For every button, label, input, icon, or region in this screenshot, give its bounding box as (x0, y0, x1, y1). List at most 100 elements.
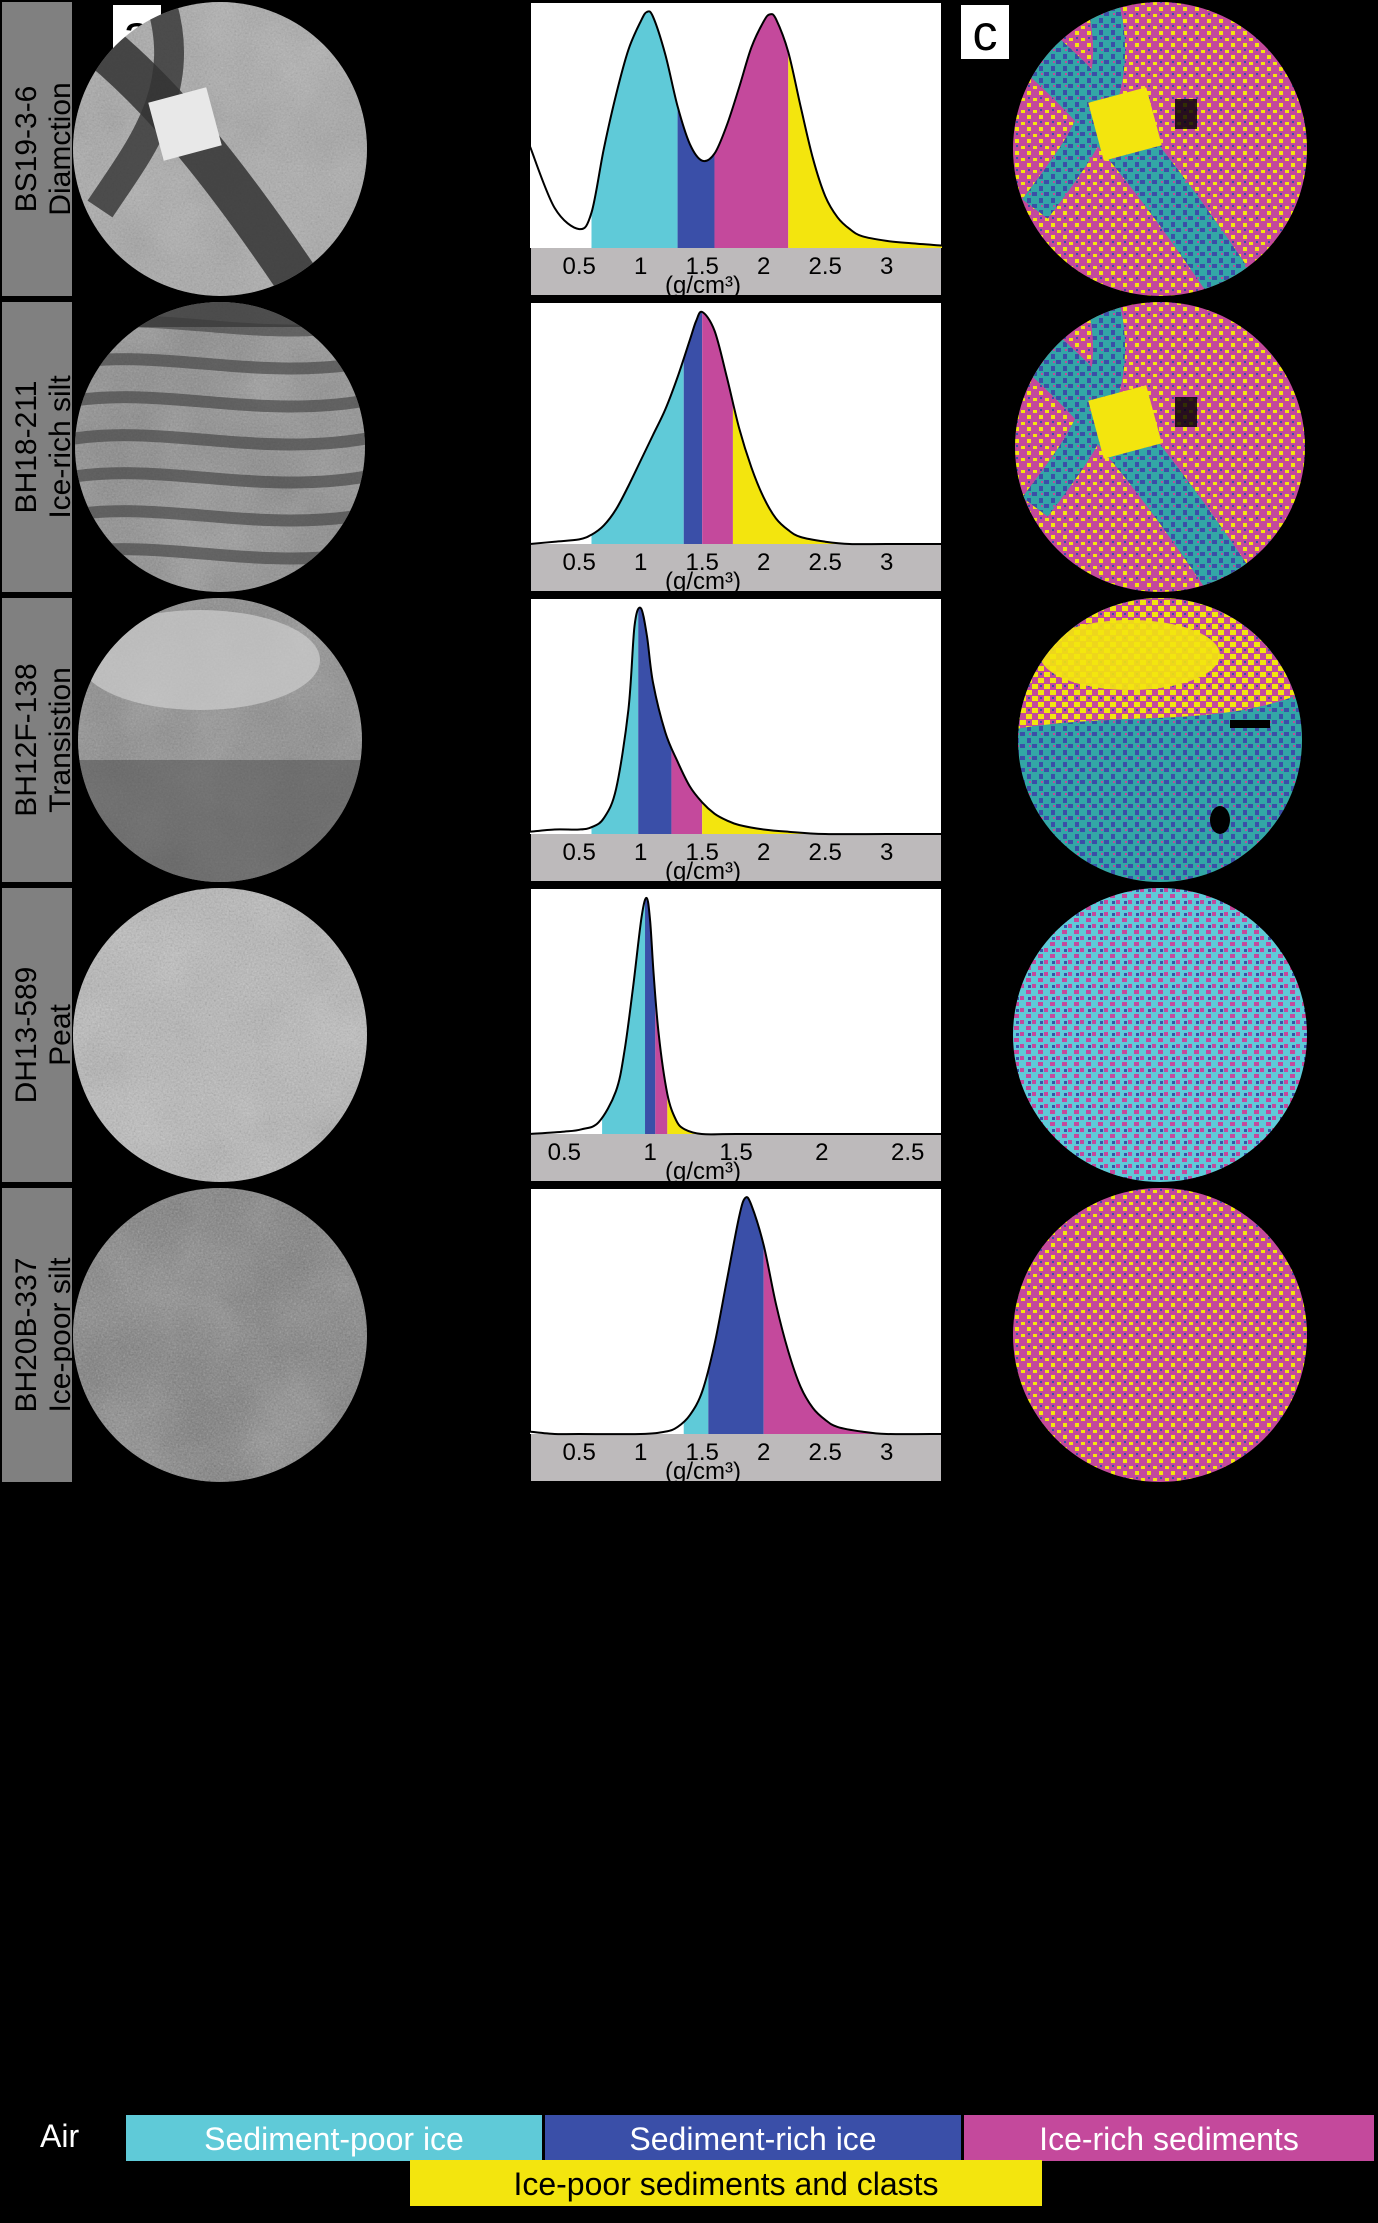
ct-image (75, 302, 365, 592)
class-map-air (1230, 720, 1270, 728)
ct-image (73, 2, 367, 296)
x-tick-label: 1 (634, 1439, 647, 1466)
sample-id: BS19-3-6 (10, 86, 43, 213)
legend-swatch-ips (410, 2160, 1042, 2206)
x-axis-label: (g/cm³) (665, 568, 741, 595)
x-tick-label: 2.5 (891, 1139, 924, 1166)
class-map (1015, 302, 1305, 592)
histogram-class-segment (683, 311, 703, 544)
ct-image (78, 598, 362, 882)
sample-type: Diamction (44, 82, 77, 215)
ct-lens (75, 467, 365, 489)
x-tick-label: 3 (880, 1439, 893, 1466)
x-axis-label: (g/cm³) (665, 272, 741, 299)
x-tick-label: 2 (757, 253, 770, 280)
x-tick-label: 0.5 (563, 549, 596, 576)
sample-id: BH18-211 (10, 381, 43, 514)
sample-type: Ice-poor silt (44, 1257, 77, 1413)
axis-band (531, 248, 941, 295)
x-tick-label: 1.5 (685, 1439, 718, 1466)
side-label-bg (2, 888, 72, 1182)
x-tick-label: 2 (815, 1139, 828, 1166)
x-tick-label: 1.5 (685, 549, 718, 576)
x-tick-label: 1 (634, 549, 647, 576)
x-tick-label: 1 (634, 253, 647, 280)
sample-label: BH12F-138Transistion (10, 663, 77, 816)
side-label-bg (2, 302, 72, 592)
panel-letter: c (973, 5, 998, 61)
x-tick-label: 1.5 (685, 253, 718, 280)
class-map-clast (1088, 385, 1162, 459)
class-map-base (1013, 1188, 1307, 1482)
x-tick-label: 2 (757, 1439, 770, 1466)
axis-band (531, 1134, 941, 1181)
legend-label-irs: Ice-rich sediments (1039, 2121, 1299, 2157)
sample-label: BS19-3-6Diamction (10, 82, 77, 215)
x-tick-label: 2.5 (808, 549, 841, 576)
legend-swatch-sri (545, 2115, 961, 2161)
ct-dark-zone (78, 760, 362, 882)
x-tick-label: 3 (880, 549, 893, 576)
ct-grain (73, 1188, 367, 1482)
sample-id: BH12F-138 (10, 663, 43, 816)
sample-label: DH13-589Peat (10, 967, 77, 1104)
legend-swatch-spi (126, 2115, 542, 2161)
legend-label-spi: Sediment-poor ice (204, 2121, 464, 2157)
legend-air-label: Air (40, 2118, 79, 2154)
density-histogram: 0.5 1 1.5 2 2.5 3 (g/cm³) (529, 301, 943, 595)
axis-band (531, 544, 941, 591)
ct-lens (75, 505, 365, 527)
histogram-curve (529, 606, 942, 836)
x-tick-label: 2.5 (808, 253, 841, 280)
histogram-curve (529, 10, 943, 247)
x-tick-label: 0.5 (563, 253, 596, 280)
class-map-air (1175, 397, 1197, 427)
x-axis-label: (g/cm³) (665, 858, 741, 885)
legend-label-ips: Ice-poor sediments and clasts (513, 2166, 938, 2202)
side-label-bg (2, 2, 72, 296)
class-map-clast (1088, 87, 1162, 161)
ct-lens (75, 391, 365, 413)
class-map (1013, 2, 1307, 296)
ct-lens (75, 543, 365, 565)
axis-band (531, 834, 941, 881)
sample-row-BH20B-337: BH20B-337Ice-poor silt (2, 1188, 1307, 1482)
sample-type: Transistion (44, 667, 77, 813)
x-tick-label: 1 (634, 839, 647, 866)
ct-grain (73, 888, 367, 1182)
density-histogram: 0.5 1 1.5 2 2.5 3 (g/cm³) (529, 1187, 943, 1485)
ct-clast (148, 87, 222, 161)
sample-id: DH13-589 (10, 967, 43, 1104)
density-histogram: 0.5 1 1.5 2 2.5 3 (g/cm³) (529, 597, 943, 885)
class-map-clast-zone (1040, 620, 1220, 690)
ct-image (73, 1188, 367, 1482)
class-map (1013, 1188, 1307, 1482)
ct-light-zone (80, 610, 320, 710)
sample-label: BH18-211Ice-rich silt (10, 375, 77, 519)
class-map (1018, 598, 1302, 882)
axis-band (531, 1434, 941, 1481)
sample-row-BS19-3-6: BS19-3-6Diamction (2, 2, 1307, 296)
ct-lens (75, 429, 365, 451)
sample-row-BH12F-138: BH12F-138Transistion (2, 598, 1302, 882)
side-label-bg (2, 1188, 72, 1482)
x-axis-label: (g/cm³) (665, 1458, 741, 1485)
sample-label: BH20B-337Ice-poor silt (10, 1257, 77, 1413)
x-tick-label: 2 (757, 839, 770, 866)
histogram-curve (529, 1196, 943, 1436)
sample-row-DH13-589: DH13-589Peat (2, 888, 1307, 1182)
x-tick-label: 2.5 (808, 839, 841, 866)
class-map-air (1175, 99, 1197, 129)
x-tick-label: 3 (880, 839, 893, 866)
x-tick-label: 0.5 (548, 1139, 581, 1166)
ct-top-dark (75, 302, 365, 327)
x-tick-label: 2 (757, 549, 770, 576)
x-tick-label: 0.5 (563, 839, 596, 866)
x-tick-label: 3 (880, 253, 893, 280)
class-map (1013, 888, 1307, 1182)
x-tick-label: 0.5 (563, 1439, 596, 1466)
density-histogram: 0.5 1 1.5 2 2.5 (g/cm³) (529, 887, 943, 1185)
sample-id: BH20B-337 (10, 1257, 43, 1412)
side-label-bg (2, 598, 72, 882)
